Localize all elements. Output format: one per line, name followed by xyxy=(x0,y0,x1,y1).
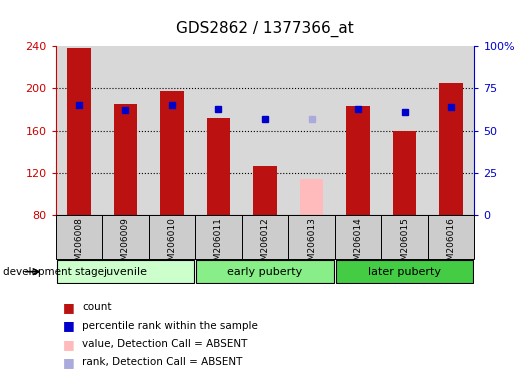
Text: juvenile: juvenile xyxy=(103,266,147,277)
Text: development stage: development stage xyxy=(3,266,104,277)
Bar xyxy=(253,167,277,215)
Bar xyxy=(393,131,416,215)
FancyBboxPatch shape xyxy=(57,260,195,283)
Text: GSM206014: GSM206014 xyxy=(354,217,363,272)
FancyBboxPatch shape xyxy=(195,215,242,259)
Text: GSM206008: GSM206008 xyxy=(74,217,83,272)
Text: ■: ■ xyxy=(63,338,75,351)
Text: GDS2862 / 1377366_at: GDS2862 / 1377366_at xyxy=(176,21,354,37)
FancyBboxPatch shape xyxy=(288,215,335,259)
Bar xyxy=(347,106,370,215)
Bar xyxy=(439,83,463,215)
Bar xyxy=(207,118,230,215)
FancyBboxPatch shape xyxy=(242,215,288,259)
Text: GSM206011: GSM206011 xyxy=(214,217,223,272)
Bar xyxy=(161,91,183,215)
FancyBboxPatch shape xyxy=(335,260,473,283)
Text: ■: ■ xyxy=(63,319,75,332)
Text: GSM206012: GSM206012 xyxy=(261,217,269,272)
FancyBboxPatch shape xyxy=(196,260,334,283)
FancyBboxPatch shape xyxy=(149,215,195,259)
Text: ■: ■ xyxy=(63,356,75,369)
Text: GSM206016: GSM206016 xyxy=(447,217,456,272)
Bar xyxy=(300,179,323,215)
FancyBboxPatch shape xyxy=(381,215,428,259)
Text: value, Detection Call = ABSENT: value, Detection Call = ABSENT xyxy=(82,339,248,349)
Text: early puberty: early puberty xyxy=(227,266,303,277)
Text: GSM206013: GSM206013 xyxy=(307,217,316,272)
Text: GSM206015: GSM206015 xyxy=(400,217,409,272)
FancyBboxPatch shape xyxy=(56,215,102,259)
Text: ■: ■ xyxy=(63,301,75,314)
Text: count: count xyxy=(82,302,112,312)
FancyBboxPatch shape xyxy=(335,215,381,259)
Text: later puberty: later puberty xyxy=(368,266,441,277)
Text: GSM206009: GSM206009 xyxy=(121,217,130,272)
Bar xyxy=(114,104,137,215)
Text: rank, Detection Call = ABSENT: rank, Detection Call = ABSENT xyxy=(82,358,243,367)
Bar xyxy=(67,48,91,215)
FancyBboxPatch shape xyxy=(428,215,474,259)
Text: GSM206010: GSM206010 xyxy=(167,217,176,272)
Text: percentile rank within the sample: percentile rank within the sample xyxy=(82,321,258,331)
FancyBboxPatch shape xyxy=(102,215,149,259)
